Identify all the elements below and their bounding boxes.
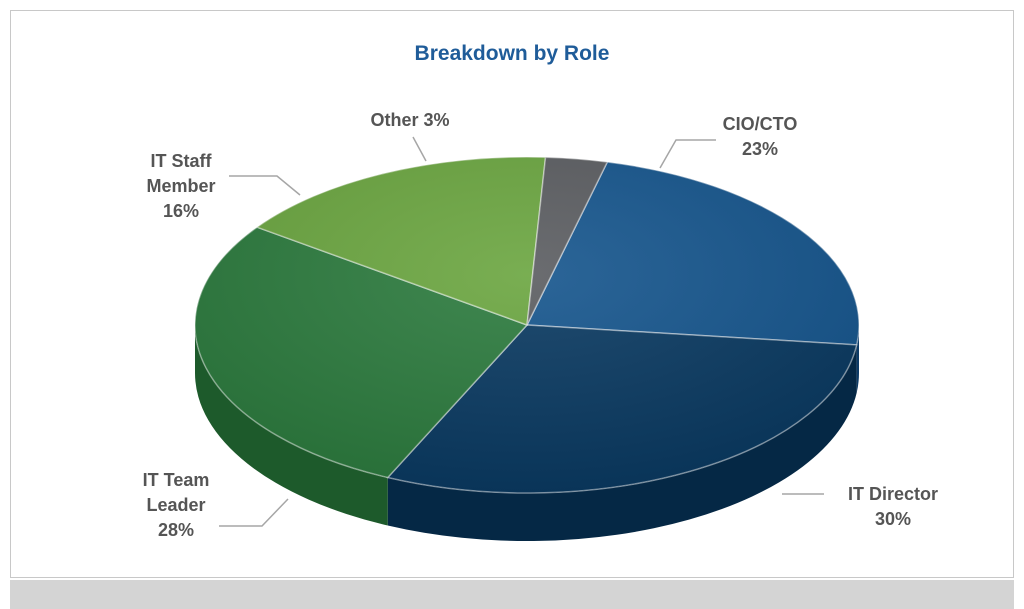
slice-label-1: IT Director 30% [848, 484, 938, 529]
label-leaders [219, 136, 824, 527]
bottom-strip [10, 580, 1014, 609]
slice-label-4: Other 3% [370, 110, 449, 130]
leader-line-4 [412, 136, 427, 162]
slice-label-2: IT Team Leader 28% [143, 470, 210, 540]
pie-tops [194, 156, 860, 494]
leader-line-2 [219, 498, 289, 527]
slice-labels: CIO/CTO 23% IT Director 30% IT Team Leader 28%… [143, 110, 938, 540]
chart-title: Breakdown by Role [414, 42, 610, 65]
slice-label-0: CIO/CTO 23% [723, 114, 798, 159]
slice-label-3: IT Staff Member 16% [146, 151, 215, 221]
leader-line-0 [659, 139, 716, 169]
leader-line-3 [229, 175, 301, 196]
